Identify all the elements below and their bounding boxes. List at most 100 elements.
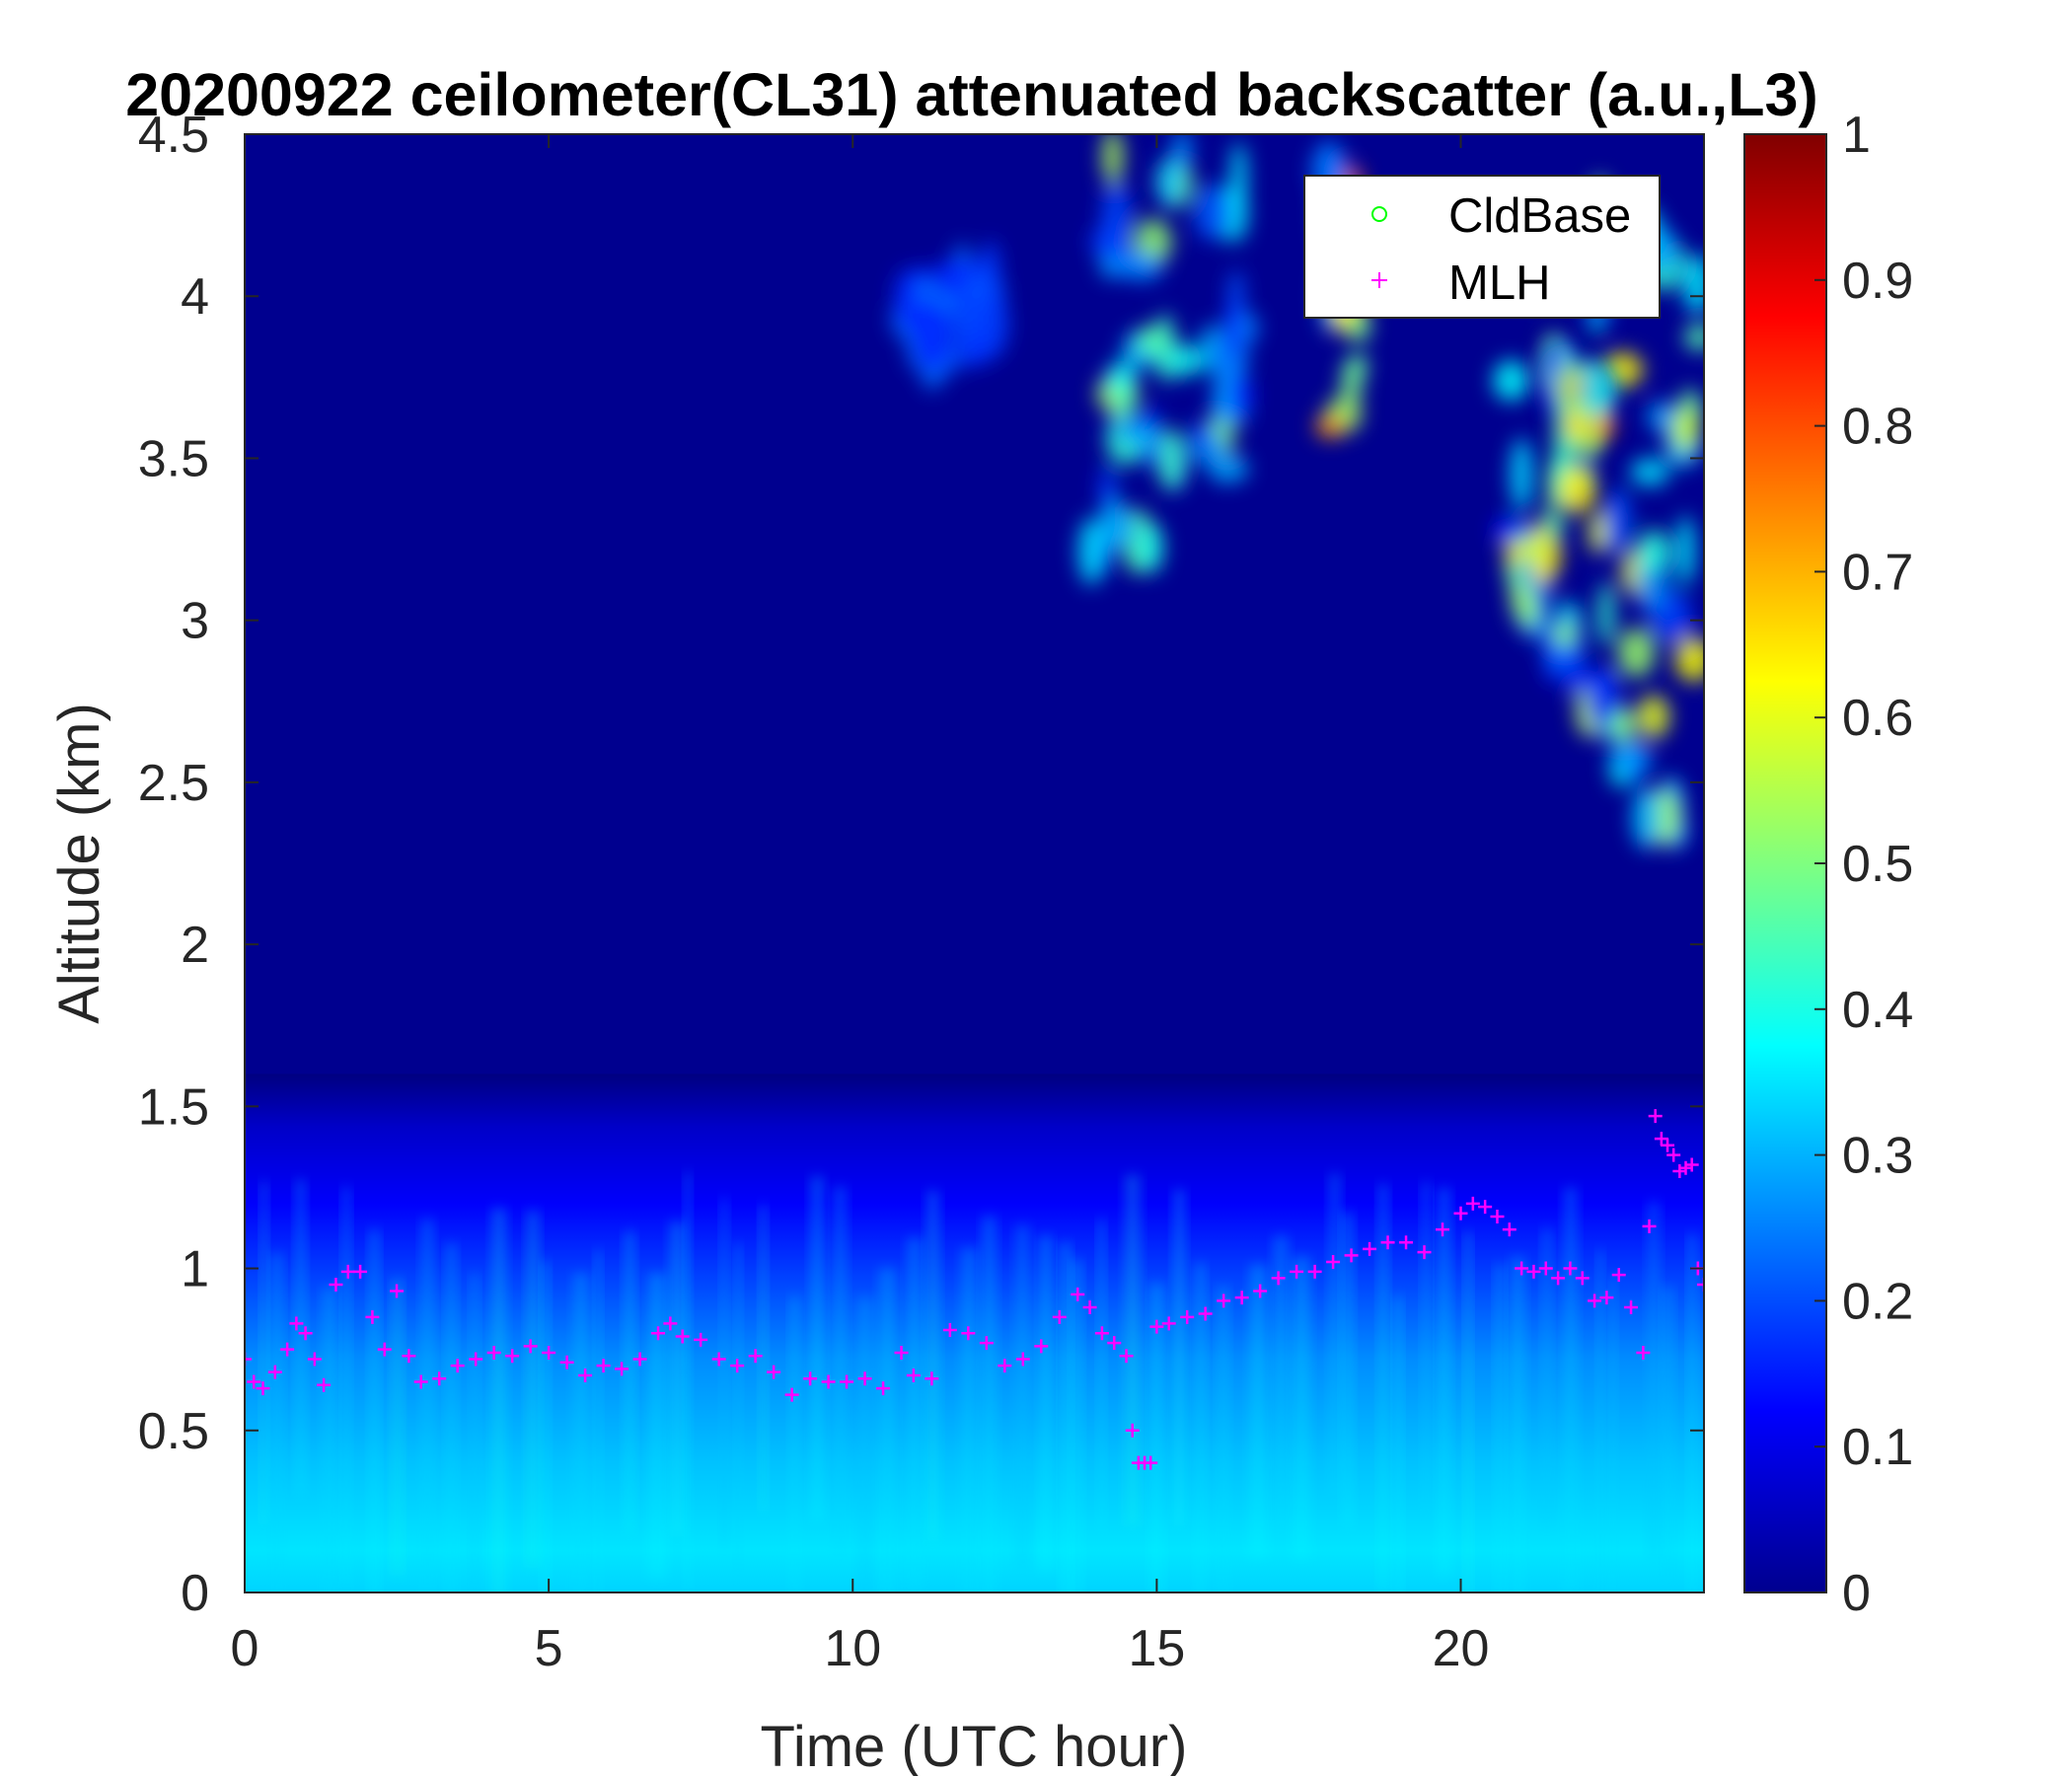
boundary-layer-streak: [1438, 1188, 1450, 1576]
cloud-cell: [1563, 655, 1590, 698]
mlh-point: [1526, 1264, 1541, 1279]
boundary-layer-streak: [1394, 1295, 1402, 1592]
boundary-layer-streak: [810, 1176, 824, 1520]
boundary-layer-streak: [735, 1243, 742, 1576]
x-axis-label: Time (UTC hour): [761, 1715, 1188, 1776]
cloud-cell: [1232, 375, 1250, 420]
boundary-layer-streak: [342, 1187, 351, 1588]
mlh-point: [1611, 1268, 1626, 1283]
cloud-cell: [1617, 628, 1656, 678]
boundary-layer-streak: [1195, 1262, 1206, 1592]
mlh-point: [1624, 1299, 1639, 1314]
x-tick-label: 0: [231, 1620, 259, 1677]
cloud-cell: [1597, 581, 1615, 646]
mlh-point: [289, 1316, 304, 1331]
mlh-point: [906, 1368, 921, 1382]
colorbar-tick-label: 0.1: [1842, 1419, 1913, 1476]
mlh-point: [876, 1381, 891, 1396]
mlh-point: [1161, 1316, 1176, 1331]
cloud-cell: [1609, 741, 1652, 777]
mlh-point: [711, 1352, 726, 1367]
mlh-point: [256, 1381, 270, 1396]
boundary-layer-streak: [1596, 1250, 1604, 1592]
cloud-cell: [1675, 515, 1696, 586]
mlh-point: [1672, 1164, 1687, 1179]
mlh-point: [748, 1349, 763, 1364]
boundary-layer-streak: [323, 1287, 336, 1592]
cloud-cell: [1518, 539, 1553, 563]
y-tick-label: 2: [181, 917, 209, 974]
boundary-layer-streak: [760, 1205, 768, 1512]
boundary-layer-streak: [271, 1252, 283, 1592]
y-tick-label: 0.5: [138, 1403, 209, 1460]
mlh-point: [1290, 1264, 1304, 1279]
mlh-point: [298, 1326, 313, 1341]
mlh-point: [1052, 1309, 1067, 1324]
cloud-cell: [1604, 488, 1631, 555]
mlh-point: [784, 1387, 799, 1402]
mlh-point: [1380, 1235, 1395, 1250]
mlh-point: [1234, 1291, 1249, 1305]
mlh-point: [365, 1309, 380, 1324]
cloud-cell: [1630, 458, 1670, 486]
boundary-layer-streak: [392, 1278, 403, 1576]
boundary-layer-streak: [926, 1190, 939, 1541]
mlh-point: [1034, 1339, 1049, 1354]
mlh-point: [307, 1352, 322, 1367]
boundary-layer-streak: [541, 1261, 550, 1592]
colorbar-tick-label: 0.2: [1842, 1273, 1913, 1330]
boundary-layer-streak: [421, 1219, 434, 1592]
colorbar-tick-label: 0.7: [1842, 544, 1913, 601]
mlh-point: [821, 1374, 836, 1389]
boundary-layer-streak: [1125, 1174, 1141, 1527]
colorbar-tick-label: 0.6: [1842, 690, 1913, 747]
mlh-point: [1478, 1200, 1493, 1215]
mlh-point: [942, 1322, 957, 1337]
mlh-point: [1678, 1160, 1693, 1175]
boundary-layer-streak: [1378, 1184, 1388, 1592]
colorbar-tick-label: 0.5: [1842, 836, 1913, 893]
mlh-point: [1094, 1326, 1109, 1341]
legend-label-cldbase: CldBase: [1448, 189, 1631, 243]
boundary-layer-streak: [1342, 1212, 1354, 1527]
mlh-point: [1465, 1196, 1480, 1211]
boundary-layer-streak: [1039, 1235, 1052, 1572]
boundary-layer-streak: [1015, 1224, 1030, 1568]
mlh-point: [632, 1352, 647, 1367]
mlh-point: [1344, 1248, 1359, 1263]
mlh-point: [486, 1345, 501, 1360]
mlh-point: [267, 1365, 282, 1379]
mlh-point: [523, 1339, 538, 1354]
mlh-point: [247, 1374, 261, 1389]
mlh-point: [1575, 1271, 1590, 1286]
boundary-layer-streak: [649, 1273, 665, 1579]
boundary-layer-streak: [684, 1172, 692, 1591]
mlh-point: [857, 1371, 872, 1386]
boundary-layer-streak: [527, 1210, 540, 1568]
mlh-point: [961, 1326, 976, 1341]
cloud-cell: [1077, 517, 1105, 585]
cloud-cell: [1101, 183, 1132, 252]
mlh-point: [329, 1277, 343, 1292]
y-axis: 0 0.5 1 1.5 2 2.5 3 3.5 4 4.5: [138, 107, 1704, 1622]
y-tick-label: 2.5: [138, 755, 209, 812]
boundary-layer-streak: [1648, 1201, 1660, 1557]
boundary-layer-streak: [471, 1273, 479, 1592]
cloud-cell: [1671, 407, 1700, 452]
boundary-layer-streak: [982, 1216, 997, 1592]
plot-frame: [244, 133, 1705, 1593]
mlh-point: [1399, 1235, 1414, 1250]
cloud-feature: [1077, 134, 1259, 585]
mlh-point: [1307, 1264, 1322, 1279]
y-tick-label: 4: [181, 268, 209, 326]
colorbar-ticks: 0 0.1 0.2 0.3 0.4 0.5 0.6 0.7 0.8 0.9 1: [1814, 107, 1913, 1622]
cloud-cell: [1190, 422, 1212, 448]
cloud-cell: [1123, 253, 1163, 281]
mlh-point: [730, 1359, 745, 1373]
cloud-cell: [1510, 438, 1534, 511]
boundary-layer-streak: [491, 1208, 506, 1592]
cloud-cell: [1140, 522, 1164, 573]
cloud-feature: [1541, 340, 1617, 515]
mlh-point: [353, 1264, 368, 1279]
cloud-cell: [953, 263, 971, 296]
